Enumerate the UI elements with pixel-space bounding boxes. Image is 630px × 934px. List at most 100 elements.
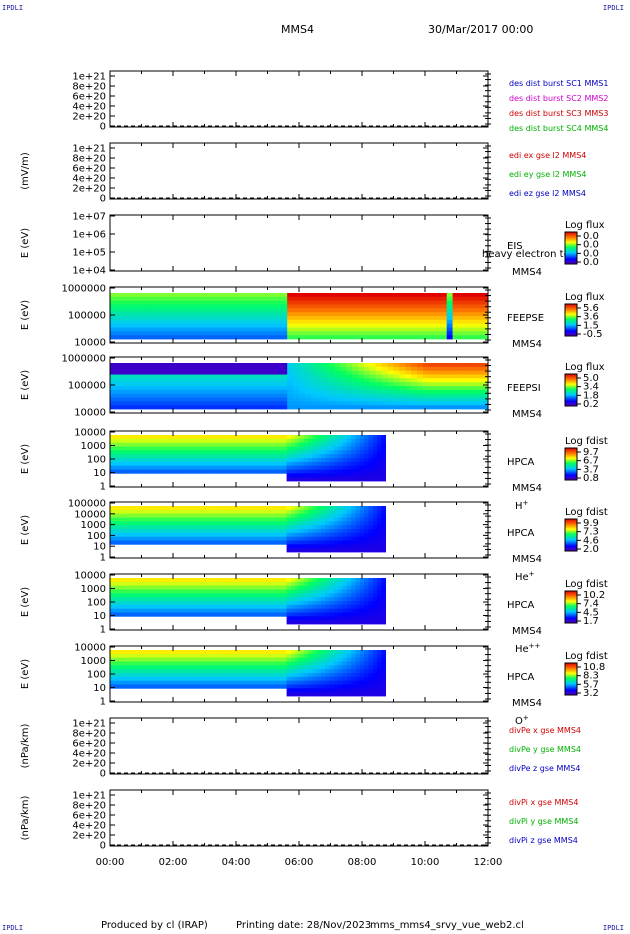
spectrogram-cell (118, 517, 124, 522)
spectrogram-cell (342, 653, 348, 658)
spectrogram-cell (243, 669, 249, 674)
spectrogram-cell (368, 450, 374, 455)
spectrogram-cell (312, 532, 318, 537)
spectrogram-cell (251, 300, 259, 305)
spectrogram-cell (346, 604, 352, 609)
colorbar-tick-label: 3.7 (583, 464, 599, 475)
spectrogram-cell (372, 593, 378, 598)
spectrogram-cell (145, 370, 152, 375)
spectrogram-cell (122, 585, 128, 590)
spectrogram-cell (200, 585, 206, 590)
spectrogram-cell (121, 319, 129, 324)
spectrogram-cell (140, 458, 145, 463)
spectrogram-cell (217, 525, 223, 530)
spectrogram-cell (131, 521, 137, 526)
legend-entry: divPi z gse MMS4 (509, 836, 578, 845)
spectrogram-cell (230, 442, 236, 447)
spectrogram-cell (295, 684, 300, 689)
spacecraft-label: MMS4 (512, 626, 542, 637)
footer-script: mms_mms4_srvy_vue_web2.cl (370, 920, 524, 931)
spectrogram-cell (428, 293, 436, 298)
spectrogram-cell (122, 442, 128, 447)
spectrogram-cell (140, 612, 145, 617)
spectrogram-cell (170, 578, 175, 583)
spectrogram-cell (393, 308, 400, 313)
spectrogram-cell (196, 513, 201, 518)
spectrogram-cell (278, 684, 283, 689)
spectrogram-cell (359, 688, 365, 693)
y-tick-label: 10 (93, 468, 106, 479)
spectrogram-cell (372, 517, 378, 522)
spectrogram-cell (243, 665, 249, 670)
spectrogram-cell (210, 316, 217, 321)
spectrogram-cell (377, 454, 382, 459)
spectrogram-cell (340, 386, 347, 391)
spectrogram-cell (200, 438, 206, 443)
spectrogram-cell (316, 296, 323, 301)
spectrogram-cell (145, 401, 152, 406)
spectrogram-cell (381, 650, 386, 655)
spectrogram-cell (452, 401, 459, 406)
spectrogram-cell (239, 593, 244, 598)
spectrogram-cell (222, 370, 229, 375)
spectrogram-cell (381, 374, 388, 379)
spectrogram-cell (260, 465, 266, 470)
spectrogram-cell (381, 657, 386, 662)
spectrogram-cell (110, 680, 115, 685)
spectrogram-cell (372, 608, 378, 613)
spectrogram-cell (316, 308, 323, 313)
spectrogram-cell (178, 661, 184, 666)
spectrogram-cell (364, 548, 369, 553)
spectrogram-cell (247, 601, 253, 606)
spectrogram-cell (387, 401, 394, 406)
spectrogram-cell (257, 366, 264, 371)
spectrogram-cell (161, 529, 167, 534)
spectrogram-cell (145, 296, 152, 301)
spectrogram-cell (204, 304, 211, 309)
spectrogram-cell (144, 597, 150, 602)
spectrogram-cell (364, 312, 371, 317)
spectrogram-cell (316, 589, 322, 594)
spectrogram-cell (299, 661, 305, 666)
spectrogram-cell (122, 673, 128, 678)
spectrogram-cell (140, 653, 145, 658)
spectrogram-cell (358, 335, 365, 340)
spectrogram-cell (273, 589, 279, 594)
spectrogram-cell (198, 293, 205, 298)
spectrogram-cell (328, 366, 335, 371)
spectrogram-cell (213, 680, 219, 685)
spectrogram-cell (411, 293, 418, 298)
spectrogram-cell (325, 525, 330, 530)
spectrogram-cell (368, 684, 374, 689)
spectrogram-cell (178, 509, 184, 514)
spectrogram-cell (338, 532, 343, 537)
spectrogram-cell (209, 506, 214, 511)
spectrogram-cell (352, 300, 359, 305)
spectrogram-cell (252, 669, 257, 674)
spectrogram-cell (243, 469, 249, 474)
spectrogram-cell (364, 616, 369, 621)
spectrogram-cell (299, 688, 305, 693)
spectrogram-cell (118, 578, 124, 583)
spectrogram-cell (368, 585, 374, 590)
spectrogram-cell (183, 585, 188, 590)
spectrogram-cell (377, 544, 382, 549)
spectrogram-cell (333, 517, 339, 522)
spectrogram-cell (342, 601, 348, 606)
spectrogram-cell (135, 517, 141, 522)
spectrogram-cell (269, 296, 276, 301)
spectrogram-cell (423, 293, 430, 298)
spectrogram-cell (338, 438, 343, 443)
spectrogram-cell (399, 382, 406, 387)
spectrogram-cell (377, 604, 382, 609)
spectrogram-cell (351, 680, 356, 685)
spectrogram-cell (127, 450, 132, 455)
spectrogram-cell (476, 363, 483, 368)
spectrogram-cell (351, 477, 356, 482)
spectrogram-cell (213, 438, 219, 443)
x-tick-label: 04:00 (222, 857, 251, 868)
spectrogram-cell (234, 366, 241, 371)
y-tick-label: 0 (100, 769, 106, 780)
spectrogram-cell (191, 653, 197, 658)
